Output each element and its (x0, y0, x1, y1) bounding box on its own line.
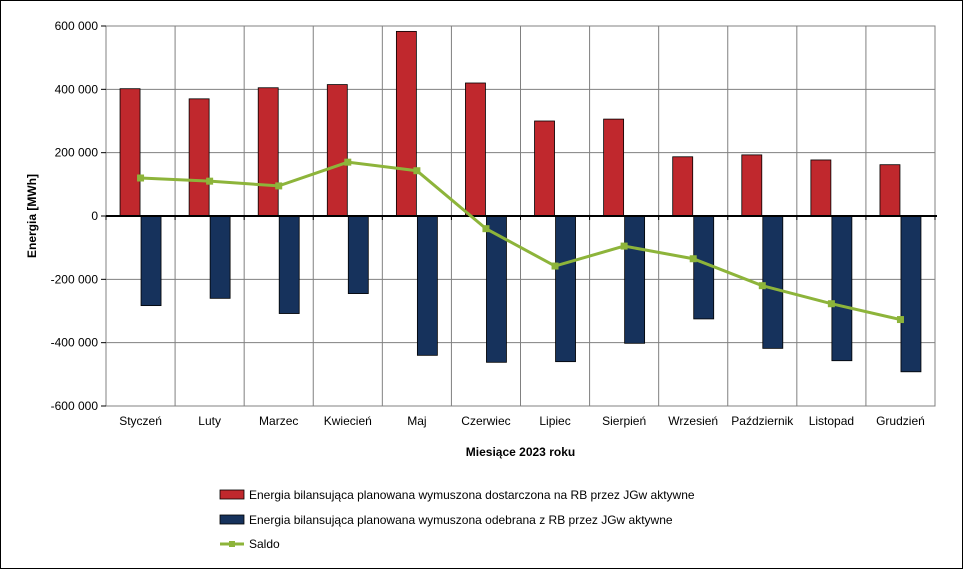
bar-received (555, 215, 576, 363)
saldo-marker (482, 225, 490, 233)
tick-labels: 600 000 400 000 200 000 0 -200 000 -400 000 -6… (51, 19, 925, 428)
bar-received (140, 215, 162, 307)
legend-label: Energia bilansująca planowana wymuszona … (249, 513, 673, 527)
bar-received (347, 215, 369, 294)
saldo-marker (758, 282, 766, 290)
bar-received (831, 215, 853, 362)
bar-delivered (465, 82, 486, 217)
legend-label: Energia bilansująca planowana wymuszona … (249, 488, 695, 502)
legend-label: Saldo (249, 537, 280, 551)
bar-received (900, 215, 922, 373)
y-axis-title: Energia [MWh] (25, 174, 39, 258)
x-tick-label: Wrzesień (668, 414, 718, 428)
bar-delivered (741, 154, 763, 217)
bar-delivered (326, 84, 348, 217)
saldo-marker (137, 174, 145, 182)
saldo-marker (620, 242, 628, 250)
bar-delivered (810, 159, 832, 217)
x-tick-label: Lipiec (539, 414, 570, 428)
saldo-marker (344, 158, 352, 166)
legend: Energia bilansująca planowana wymuszona … (219, 488, 695, 551)
x-tick-label: Grudzień (876, 414, 925, 428)
axes (101, 25, 937, 407)
legend-swatch (219, 514, 245, 525)
bar-received (624, 215, 646, 344)
y-tick-label: -200 000 (51, 272, 99, 286)
y-tick-label: 0 (91, 209, 98, 223)
saldo-marker (689, 255, 697, 263)
saldo-line-layer (137, 158, 904, 324)
y-tick-label: 600 000 (55, 19, 99, 33)
bar-delivered (672, 156, 694, 217)
y-tick-label: 200 000 (55, 146, 99, 160)
saldo-marker (413, 167, 421, 175)
legend-marker-saldo (229, 541, 235, 547)
saldo-marker (551, 262, 559, 270)
x-tick-label: Maj (407, 414, 426, 428)
x-tick-label: Sierpień (602, 414, 646, 428)
saldo-line (140, 160, 901, 322)
bar-received (416, 215, 438, 356)
y-tick-label: -600 000 (51, 399, 99, 413)
x-tick-label: Czerwiec (461, 414, 510, 428)
bar-received (693, 215, 715, 320)
x-tick-label: Kwiecień (324, 414, 372, 428)
bar-delivered (395, 30, 417, 217)
x-tick-label: Marzec (259, 414, 298, 428)
x-tick-label: Listopad (809, 414, 854, 428)
x-axis-title: Miesiące 2023 roku (466, 445, 575, 459)
bar-received (278, 215, 300, 314)
bar-delivered (188, 98, 210, 217)
saldo-marker (275, 182, 283, 190)
bar-delivered (603, 118, 625, 217)
x-tick-label: Październik (731, 414, 794, 428)
x-tick-label: Luty (198, 414, 221, 428)
saldo-marker (827, 300, 835, 308)
y-tick-label: -400 000 (51, 336, 99, 350)
bar-delivered (119, 88, 141, 217)
bar-delivered (257, 87, 279, 217)
saldo-marker (206, 177, 214, 185)
bar-delivered (879, 164, 901, 217)
saldo-marker (896, 316, 904, 324)
bar-received (209, 215, 231, 299)
bar-delivered (534, 120, 555, 217)
legend-swatch (219, 489, 245, 500)
x-tick-label: Styczeń (119, 414, 162, 428)
y-tick-label: 400 000 (55, 82, 99, 96)
